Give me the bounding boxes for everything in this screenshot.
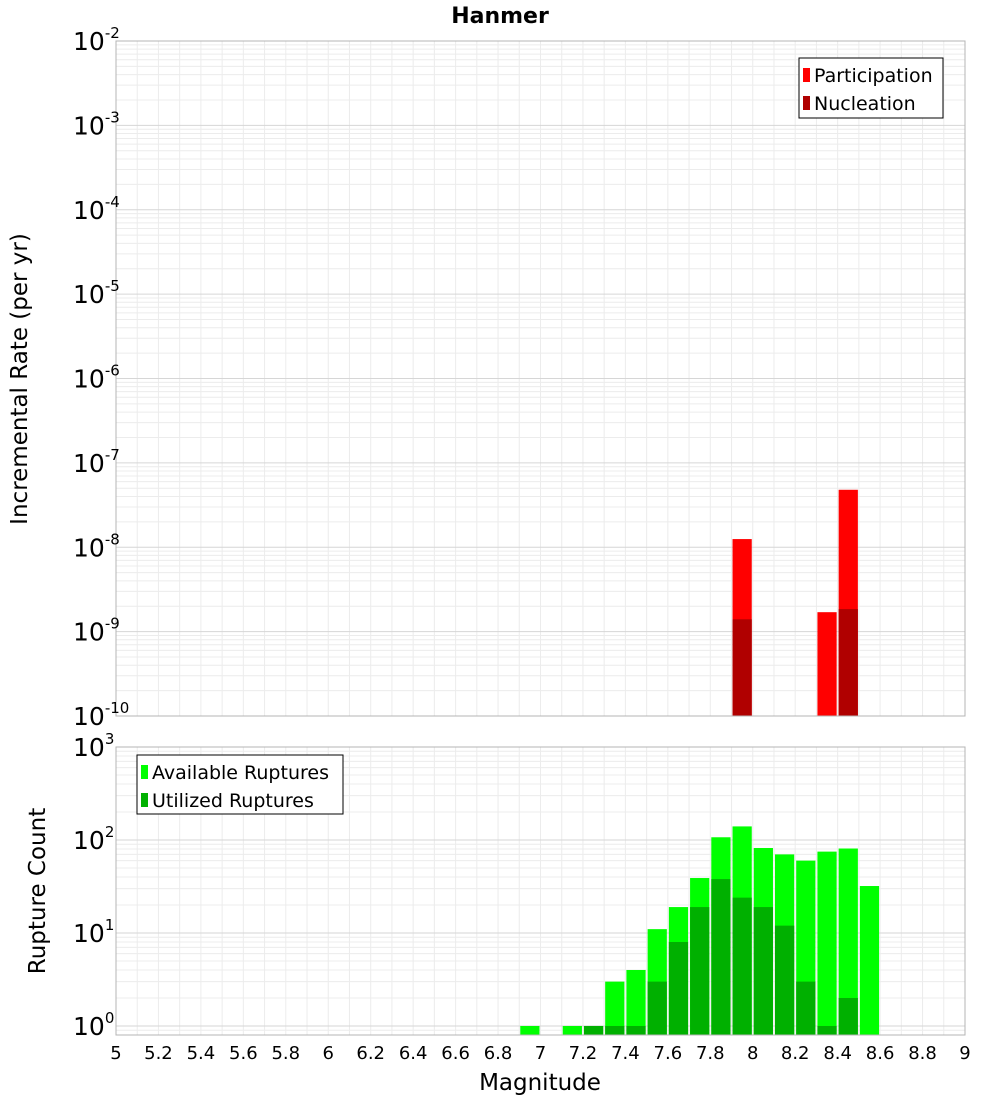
y-tick-label: 10-10 (73, 699, 129, 731)
x-tick-label: 7.2 (569, 1043, 598, 1064)
legend-box (136, 754, 344, 815)
x-tick-label: 6.8 (484, 1043, 513, 1064)
bar-available-ruptures (626, 969, 646, 1035)
y-tick-label: 10-4 (73, 193, 120, 225)
legend-swatch (141, 793, 148, 807)
y-tick-label: 103 (73, 730, 114, 762)
x-tick-label: 7.8 (696, 1043, 725, 1064)
bar-available-ruptures (838, 848, 858, 1035)
y-tick-label: 10-7 (73, 446, 120, 478)
x-tick-label: 5.4 (187, 1043, 216, 1064)
top-gridlines (115, 40, 966, 717)
y-tick-label: 10-5 (73, 277, 120, 309)
x-tick-label: 6 (323, 1043, 334, 1064)
top-legend: Participation Nucleation (798, 57, 944, 119)
bar-utilized-ruptures (796, 981, 816, 1035)
y-tick-label: 102 (73, 823, 114, 855)
bar-available-ruptures (520, 1025, 540, 1035)
top-y-axis-label: Incremental Rate (per yr) (7, 233, 33, 525)
x-tick-label: 5.8 (271, 1043, 300, 1064)
y-tick-label: 10-9 (73, 615, 120, 647)
legend-swatch (141, 765, 148, 779)
bar-available-ruptures (605, 981, 625, 1035)
legend-label: Participation (814, 65, 933, 87)
x-tick-label: 5.2 (144, 1043, 173, 1064)
bottom-plot-frame (115, 746, 966, 1036)
legend-label: Utilized Ruptures (152, 790, 314, 812)
y-tick-label: 101 (73, 916, 114, 948)
bar-utilized-ruptures (690, 907, 710, 1035)
bar-utilized-ruptures (817, 1025, 837, 1035)
bar-available-ruptures (859, 886, 880, 1035)
top-panel: 10-2 10-3 10-4 10-5 10-6 10-7 10-8 10-9 10-10 In… (7, 24, 966, 731)
bar-utilized-ruptures (753, 907, 773, 1035)
bar-utilized-ruptures (838, 997, 858, 1035)
y-tick-label: 10-3 (73, 108, 120, 140)
x-tick-label: 5.6 (229, 1043, 258, 1064)
legend-label: Nucleation (814, 93, 916, 115)
x-tick-label: 7 (535, 1043, 546, 1064)
bottom-y-tick-labels: 103 102 101 100 (73, 730, 114, 1041)
x-tick-label: 6.2 (356, 1043, 385, 1064)
bar-utilized-ruptures (711, 879, 731, 1035)
top-y-tick-labels: 10-2 10-3 10-4 10-5 10-6 10-7 10-8 10-9 10-10 (73, 24, 129, 731)
bar-available-ruptures (817, 851, 837, 1035)
bottom-panel: 103 102 101 100 Rupture Count Available Rup… (25, 730, 966, 1041)
x-axis-label: Magnitude (479, 1070, 601, 1096)
bar-participation (817, 612, 837, 716)
y-tick-label: 10-8 (73, 530, 120, 562)
x-tick-label: 8.2 (781, 1043, 810, 1064)
x-tick-label: 8.4 (823, 1043, 852, 1064)
legend-label: Available Ruptures (152, 762, 329, 784)
bar-utilized-ruptures (647, 981, 667, 1035)
x-tick-label: 8 (747, 1043, 758, 1064)
y-tick-label: 100 (73, 1009, 114, 1041)
top-bars (732, 489, 858, 716)
top-plot-frame (115, 40, 966, 717)
bar-available-ruptures (562, 1025, 582, 1035)
bottom-y-axis-label: Rupture Count (25, 808, 51, 974)
bar-utilized-ruptures (583, 1025, 604, 1035)
bar-nucleation (838, 609, 858, 716)
legend-swatch (803, 68, 810, 82)
x-tick-labels: 5 5.2 5.4 5.6 5.8 6 6.2 6.4 6.6 6.8 7 7.2 7.4 7.6 7.8 8… (110, 1043, 970, 1064)
bar-utilized-ruptures (732, 897, 752, 1035)
y-tick-label: 10-6 (73, 362, 120, 394)
x-tick-label: 7.4 (611, 1043, 640, 1064)
bottom-bars (520, 826, 880, 1035)
bottom-legend: Available Ruptures Utilized Ruptures (136, 754, 344, 815)
bar-utilized-ruptures (668, 942, 689, 1035)
legend-box (798, 57, 944, 119)
x-tick-label: 6.6 (441, 1043, 470, 1064)
x-tick-label: 9 (959, 1043, 970, 1064)
x-tick-label: 5 (110, 1043, 121, 1064)
bar-utilized-ruptures (605, 1025, 625, 1035)
legend-swatch (803, 96, 810, 110)
chart-title: Hanmer (451, 4, 549, 29)
x-tick-label: 7.6 (654, 1043, 683, 1064)
x-tick-label: 8.6 (866, 1043, 895, 1064)
x-tick-label: 8.8 (908, 1043, 937, 1064)
y-tick-label: 10-2 (73, 24, 120, 56)
bar-nucleation (732, 619, 752, 716)
x-tick-label: 6.4 (399, 1043, 428, 1064)
bar-utilized-ruptures (774, 925, 795, 1035)
bar-utilized-ruptures (626, 1025, 646, 1035)
